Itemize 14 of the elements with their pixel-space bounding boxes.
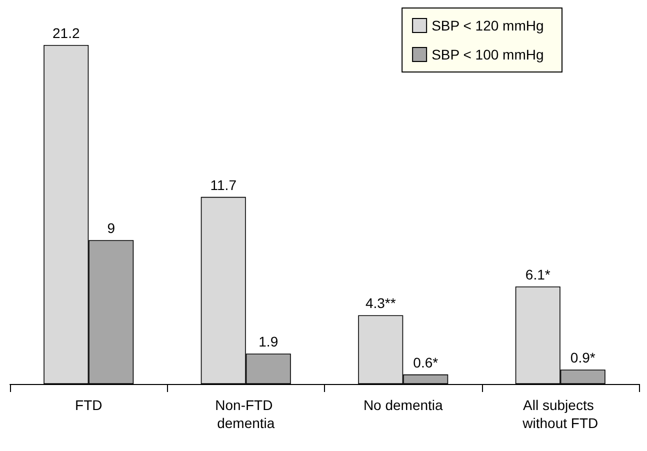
data-label: 0.6*	[413, 354, 439, 370]
data-label: 6.1*	[525, 266, 551, 282]
legend-label: SBP < 120 mmHg	[432, 18, 544, 34]
x-tick-label: No dementia	[363, 397, 444, 413]
data-label: 1.9	[258, 334, 278, 350]
data-label: 0.9*	[570, 350, 596, 366]
data-label: 21.2	[52, 25, 80, 41]
x-tick-label: FTD	[75, 397, 102, 413]
legend-label: SBP < 100 mmHg	[432, 46, 544, 62]
x-tick-label: Non-FTD dementia	[215, 397, 277, 431]
data-label: 9	[107, 220, 116, 236]
data-label: 11.7	[210, 176, 237, 193]
x-tick-label: All subjects without FTD	[522, 397, 598, 431]
data-label: 4.3**	[365, 295, 396, 312]
